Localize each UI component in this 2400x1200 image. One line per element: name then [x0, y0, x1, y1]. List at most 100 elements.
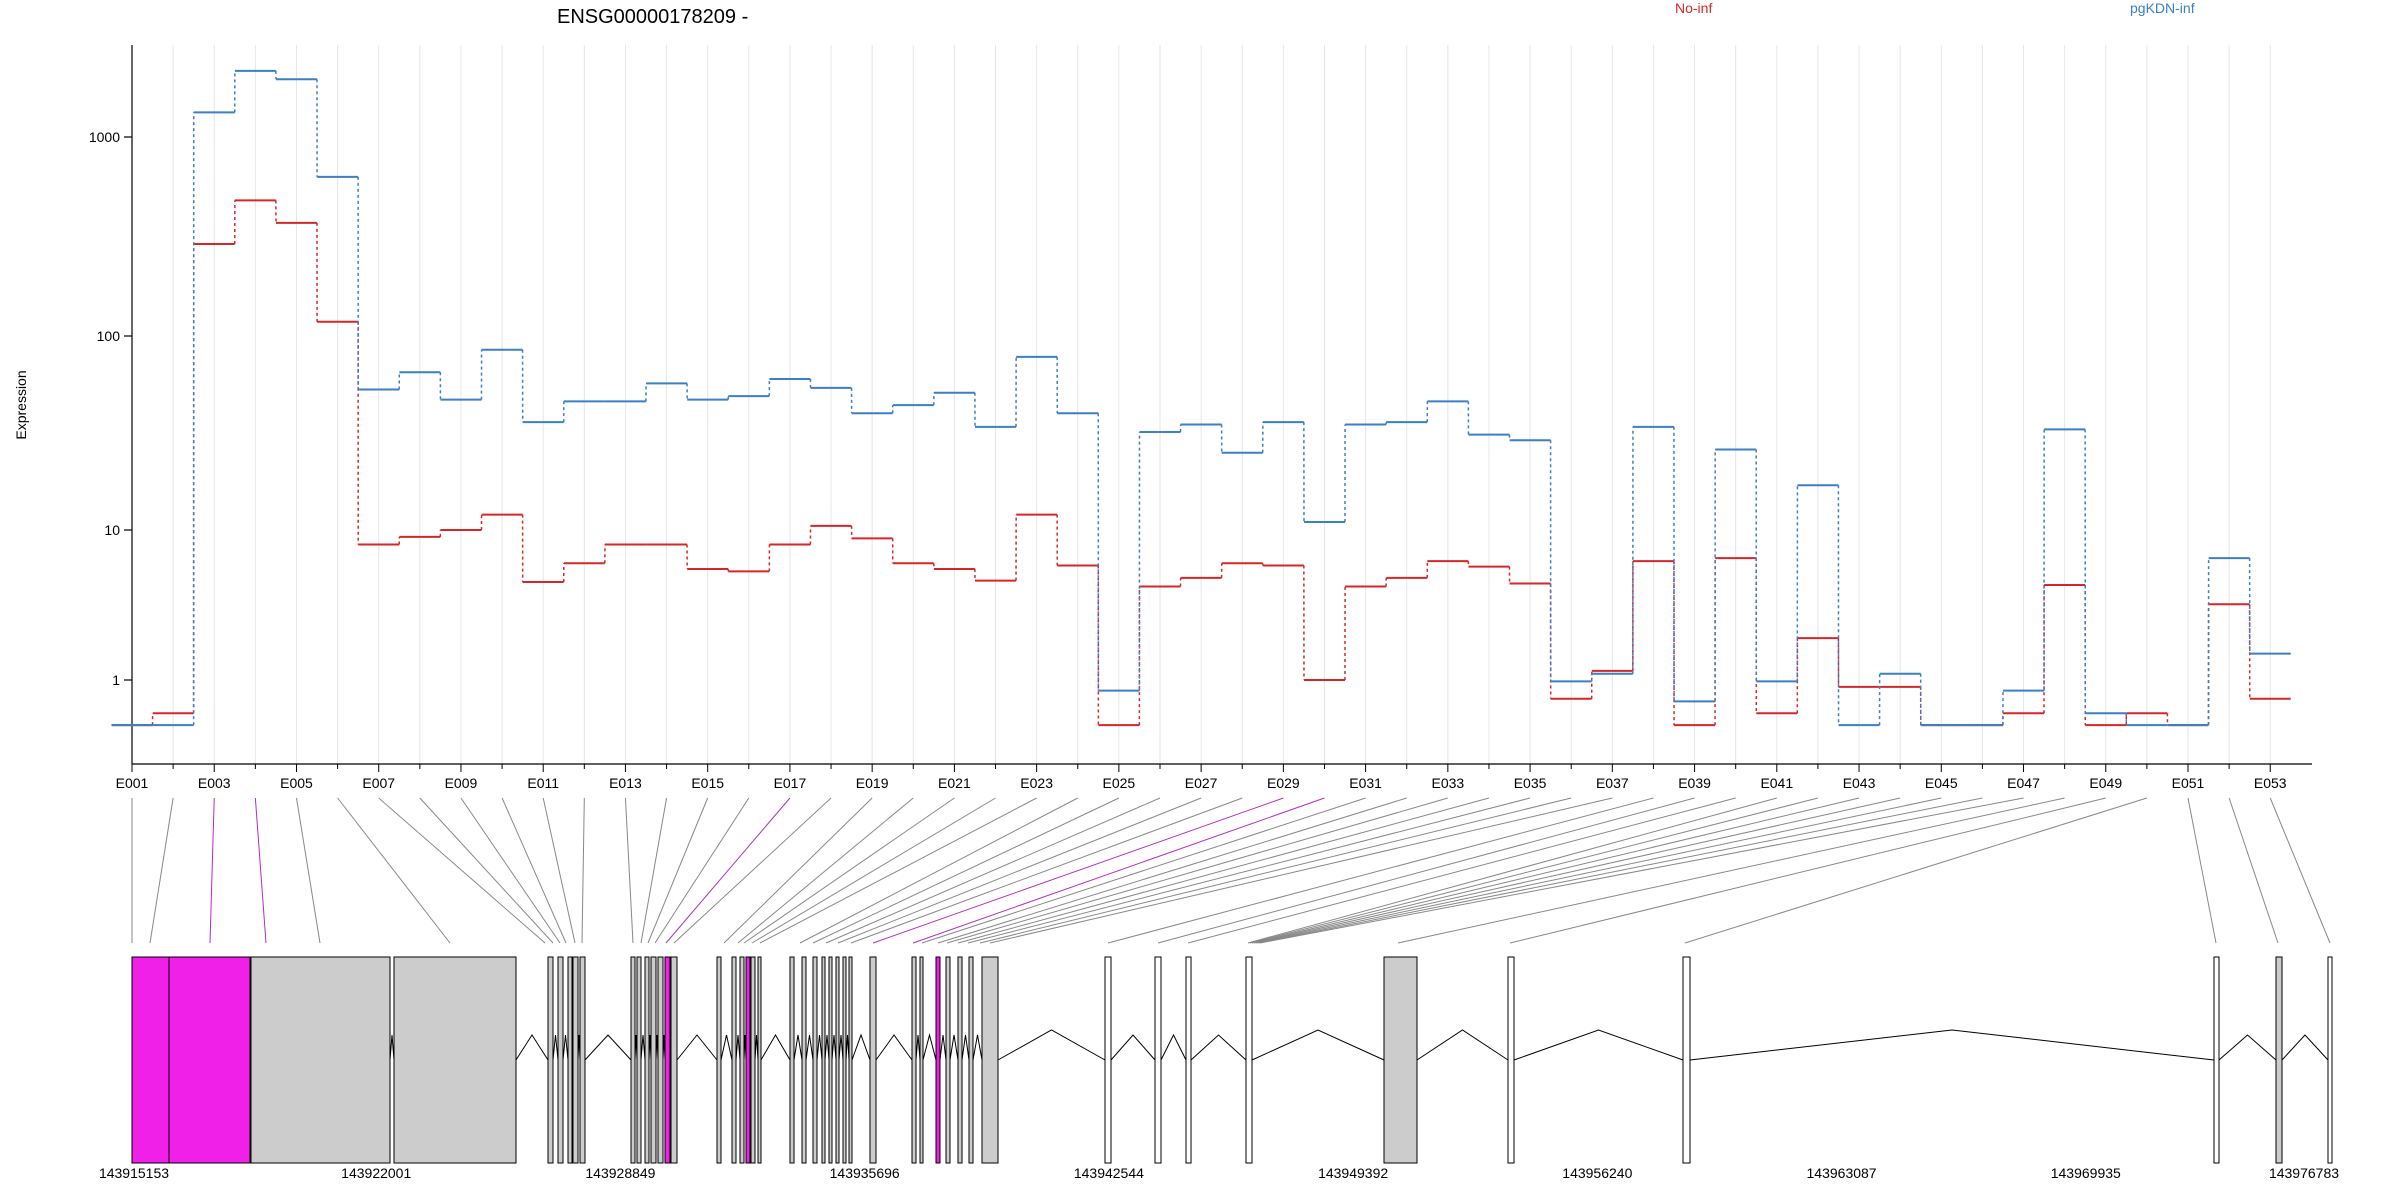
- x-tick-label: E037: [1596, 775, 1629, 791]
- exon-connector: [654, 797, 750, 944]
- intron: [2218, 1034, 2277, 1061]
- exon-block: [919, 956, 924, 1164]
- intron: [939, 1034, 947, 1061]
- intron: [389, 1034, 395, 1061]
- x-tick-label: E017: [774, 775, 807, 791]
- exon-connector: [2228, 797, 2279, 944]
- intron: [1160, 1033, 1187, 1061]
- exon-block: [547, 956, 554, 1164]
- exon-connector: [149, 797, 174, 944]
- x-tick-label: E045: [1925, 775, 1958, 791]
- intron: [676, 1034, 718, 1061]
- exon-block: [731, 956, 737, 1164]
- exon-block: [745, 956, 751, 1164]
- intron: [2281, 1034, 2329, 1061]
- exon-block: [911, 956, 917, 1164]
- exon-connector: [337, 797, 451, 944]
- exon-block: [1185, 956, 1192, 1164]
- exon-block: [567, 956, 573, 1164]
- intron: [760, 1034, 791, 1061]
- exon-block: [957, 956, 963, 1164]
- exon-block: [250, 956, 391, 1164]
- exon-connector: [647, 797, 709, 944]
- exon-block: [1154, 956, 1162, 1164]
- exon-connector: [460, 797, 561, 944]
- x-tick-label: E027: [1185, 775, 1218, 791]
- y-axis-label: Expression: [13, 370, 29, 439]
- exon-connector: [378, 797, 546, 944]
- exon-block: [664, 956, 671, 1164]
- intron: [972, 1034, 983, 1061]
- x-tick-label: E047: [2007, 775, 2040, 791]
- intron: [805, 1034, 814, 1061]
- x-tick-label: E039: [1678, 775, 1711, 791]
- series-lines: [111, 69, 2291, 727]
- intron: [915, 1034, 921, 1061]
- exon-connector: [501, 797, 567, 944]
- exon-block: [579, 956, 586, 1164]
- exon-block: [2213, 956, 2220, 1164]
- exon-connector: [1107, 797, 1654, 944]
- genomic-tick-label: 143963087: [1807, 1165, 1877, 1181]
- exon-block: [657, 956, 664, 1164]
- genomic-tick-label: 143922001: [341, 1165, 411, 1181]
- exon-block: [821, 956, 826, 1164]
- exon-block: [2327, 956, 2333, 1164]
- x-tick-label: E051: [2172, 775, 2205, 791]
- exon-block: [644, 956, 650, 1164]
- x-tick-label: E009: [445, 775, 478, 791]
- exon-connector: [542, 797, 576, 944]
- intron: [997, 1029, 1106, 1061]
- exon-block: [557, 956, 564, 1164]
- exon-block: [572, 956, 579, 1164]
- x-tick-label: E029: [1267, 775, 1300, 791]
- exon-block: [739, 956, 745, 1164]
- exon-connector: [2269, 797, 2331, 944]
- exon-connector: [957, 797, 1490, 944]
- vertical-gridlines: [131, 45, 2271, 764]
- exon-connector: [1187, 797, 1736, 944]
- exon-connector: [743, 797, 955, 944]
- exon-connector: [812, 797, 1120, 944]
- exon-connector: [759, 797, 1037, 944]
- exon-block: [869, 956, 877, 1164]
- x-tick-label: E011: [527, 775, 559, 791]
- exon-block: [670, 956, 678, 1164]
- x-tick-label: E025: [1103, 775, 1136, 791]
- exon-connector-lines: [131, 797, 2331, 944]
- exon-connector: [581, 797, 585, 944]
- exon-connector: [673, 797, 832, 944]
- x-tick-label: E001: [116, 775, 149, 791]
- exon-connector: [1259, 797, 2024, 944]
- exon-connector: [295, 797, 321, 944]
- exon-connector: [2187, 797, 2217, 944]
- exon-block: [716, 956, 722, 1164]
- exon-connector: [850, 797, 1243, 944]
- exon-block: [1245, 956, 1253, 1164]
- intron: [793, 1034, 803, 1061]
- exon-block: [750, 956, 756, 1164]
- exon-block: [945, 956, 951, 1164]
- exon-connector: [1157, 797, 1695, 944]
- exon-block: [1682, 956, 1691, 1164]
- intron: [1416, 1029, 1509, 1061]
- y-tick-label: 1000: [89, 129, 120, 145]
- exon-connector: [1397, 797, 2065, 944]
- genomic-tick-label: 143956240: [1562, 1165, 1632, 1181]
- intron: [1513, 1029, 1684, 1061]
- exon-block: [1507, 956, 1515, 1164]
- intron: [1190, 1034, 1247, 1061]
- intron: [838, 1034, 844, 1061]
- exon-connector: [737, 797, 914, 944]
- series-pgkdn-inf: [111, 69, 2291, 727]
- exon-connector: [751, 797, 996, 944]
- x-tick-label: E031: [1349, 775, 1382, 791]
- exon-block: [650, 956, 657, 1164]
- intron: [831, 1034, 837, 1061]
- intron: [816, 1034, 823, 1061]
- exon-connector: [209, 797, 215, 944]
- x-tick-label: E015: [691, 775, 724, 791]
- x-tick-label: E049: [2089, 775, 2122, 791]
- exon-block: [1383, 956, 1418, 1164]
- intron: [720, 1034, 733, 1061]
